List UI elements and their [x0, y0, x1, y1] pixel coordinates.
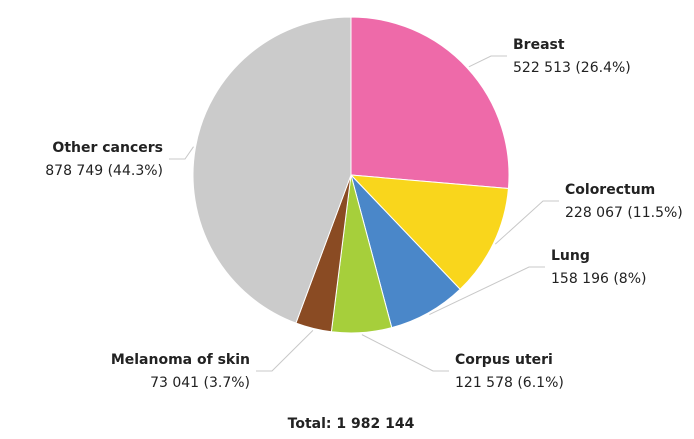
slice-label: Melanoma of skin — [111, 352, 250, 368]
slice-label: Lung — [551, 248, 590, 264]
slice-label: Corpus uteri — [455, 352, 553, 368]
leader-line — [169, 146, 194, 160]
slice-value-label: 228 067 (11.5%) — [565, 205, 683, 221]
total-label: Total: 1 982 144 — [288, 416, 415, 432]
leader-line — [468, 55, 507, 68]
slice-value-label: 878 749 (44.3%) — [45, 163, 163, 179]
leader-line — [361, 334, 449, 372]
slice-label: Other cancers — [52, 140, 163, 156]
slice-value-label: 158 196 (8%) — [551, 271, 646, 287]
slice-label: Colorectum — [565, 182, 655, 198]
leader-line — [494, 200, 559, 245]
pie-slice — [350, 16, 510, 190]
leader-line — [429, 266, 545, 315]
pie-slice — [192, 16, 352, 324]
slice-value-label: 121 578 (6.1%) — [455, 375, 564, 391]
slice-value-label: 73 041 (3.7%) — [150, 375, 250, 391]
slice-label: Breast — [513, 37, 565, 53]
pie-slice — [349, 174, 509, 290]
slice-value-label: 522 513 (26.4%) — [513, 60, 631, 76]
leader-line — [256, 330, 314, 372]
